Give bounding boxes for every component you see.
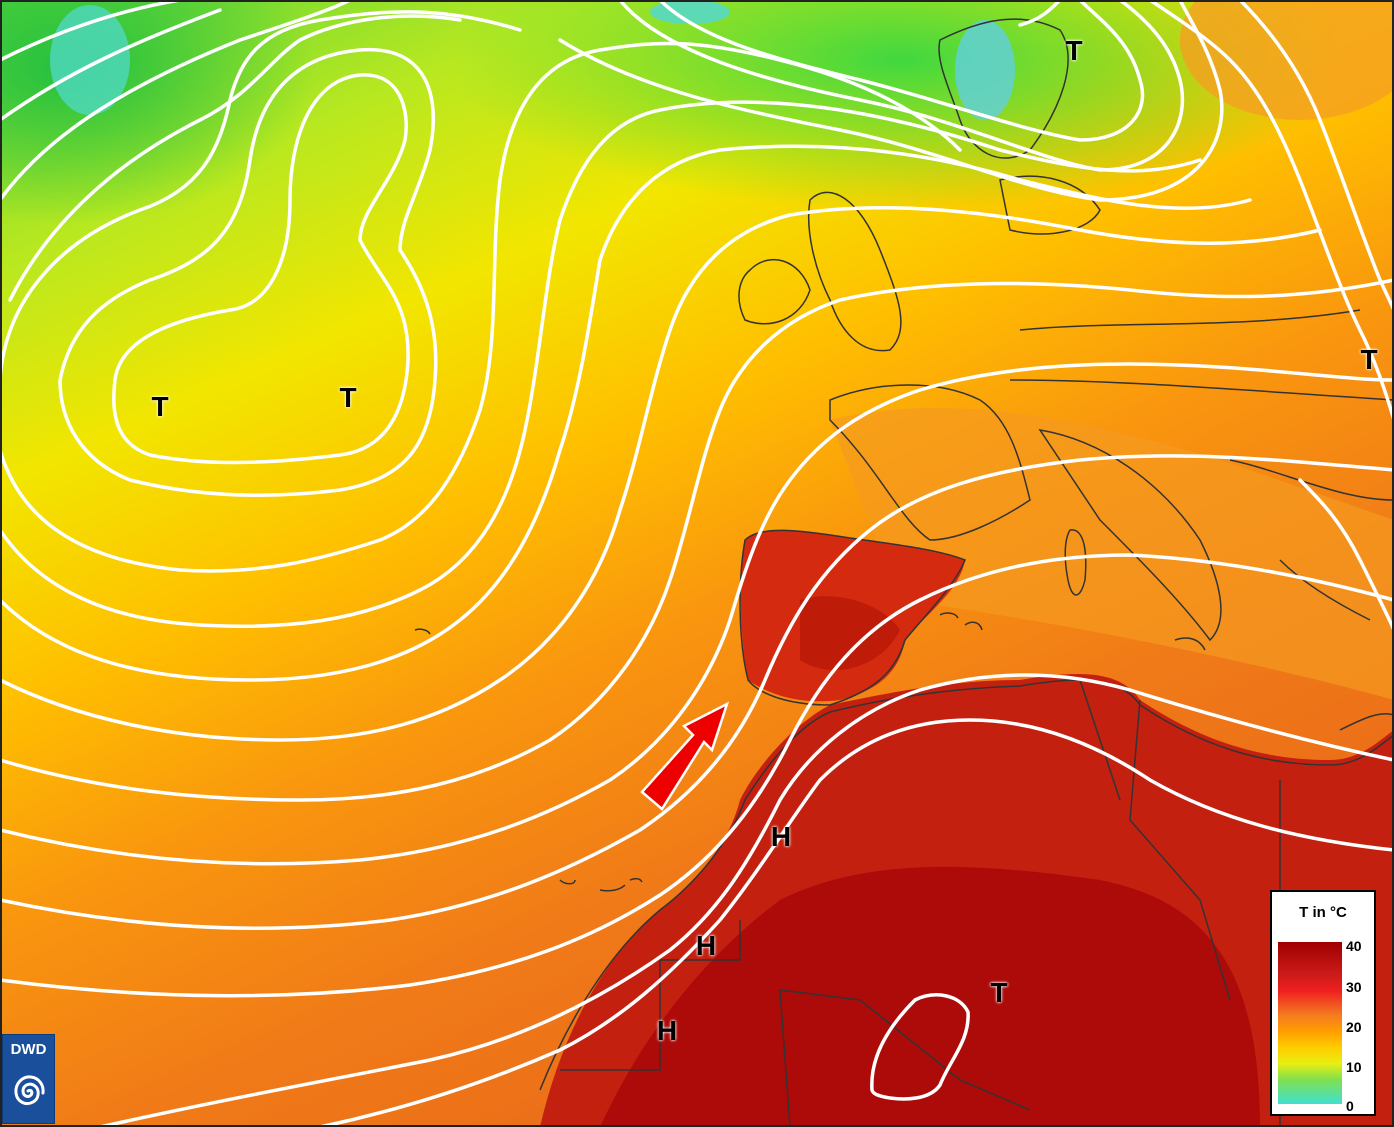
high-pressure-label-high-western-sahara-2: H [656,1015,678,1046]
legend-tick-20: 20 [1346,1019,1362,1035]
low-pressure-label-low-east-europe: T [1360,344,1378,375]
warm-advection-arrow [640,701,730,811]
temperature-legend: T in °C 40 30 20 10 0 [1270,890,1376,1116]
high-pressure-label-high-morocco: H [770,821,792,852]
legend-tick-10: 10 [1346,1059,1362,1075]
cold-spot-iceland [650,0,730,24]
cold-spot-norway [955,20,1015,120]
dwd-logo: DWD [2,1034,55,1124]
cold-spot-greenland [50,5,130,115]
legend-color-bar [1278,942,1342,1104]
legend-tick-40: 40 [1346,938,1362,954]
low-pressure-label-low-scandinavia: T [1065,35,1083,66]
low-pressure-label-low-iceland-west: T [151,391,169,422]
low-pressure-label-low-sahara: T [990,977,1008,1008]
high-pressure-label-high-western-sahara-1: H [695,930,717,961]
dwd-swirl-icon [14,1075,45,1106]
legend-tick-30: 30 [1346,979,1362,995]
hot-core-iberia [800,596,900,670]
dwd-logo-text: DWD [10,1041,47,1058]
legend-tick-0: 0 [1346,1098,1354,1114]
legend-title: T in °C [1299,904,1347,921]
low-pressure-label-low-atlantic-center: T [339,382,357,413]
